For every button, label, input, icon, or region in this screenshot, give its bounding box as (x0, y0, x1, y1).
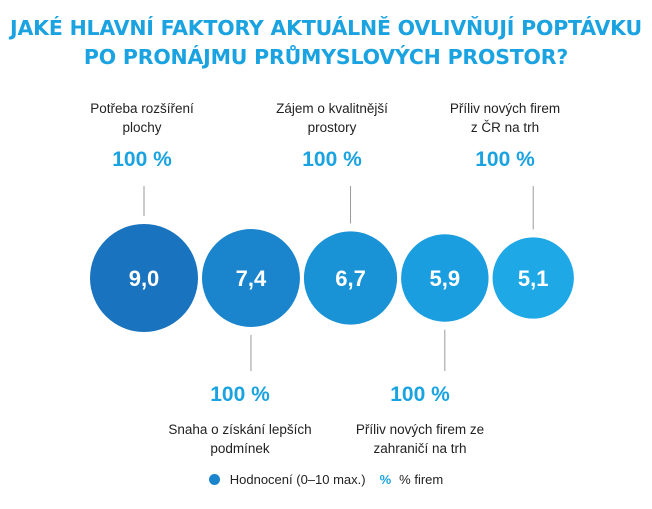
factor-percent-2: 100 % (210, 383, 270, 406)
bubble-value-2: 7,4 (236, 266, 267, 291)
factor-label-5: Příliv nových firem z ČR na trh (449, 101, 561, 135)
factor-label-4: Příliv nových firem ze zahraničí na trh (355, 422, 485, 456)
bubble-1 (90, 224, 198, 332)
factor-percent-1: 100 % (112, 148, 172, 171)
bubble-value-5: 5,1 (518, 266, 549, 291)
legend-rating-label: Hodnocení (0–10 max.) (229, 472, 366, 487)
bubble-value-4: 5,9 (430, 266, 461, 291)
factor-label-1: Potřeba rozšíření plochy (90, 101, 194, 135)
bubble-2 (202, 229, 300, 327)
bubble-value-1: 9,0 (129, 266, 160, 291)
chart-title: JAKÉ HLAVNÍ FAKTORY AKTUÁLNĚ OVLIVŇUJÍ P… (0, 14, 652, 72)
chart-title-line-2: PO PRONÁJMU PRŮMYSLOVÝCH PROSTOR? (83, 45, 569, 69)
factor-percent-5: 100 % (475, 148, 535, 171)
bubble-3 (303, 231, 398, 325)
legend-percent-label: % firem (399, 472, 444, 487)
factor-percent-3: 100 % (302, 148, 362, 171)
factor-percent-4: 100 % (390, 383, 450, 406)
legend: Hodnocení (0–10 max.) % % firem (0, 472, 652, 487)
factor-label-3: Zájem o kvalitnější prostory (276, 101, 388, 135)
bubble-4 (401, 234, 489, 322)
chart-title-line-1: JAKÉ HLAVNÍ FAKTORY AKTUÁLNĚ OVLIVŇUJÍ P… (10, 16, 642, 40)
legend-rating-dot-icon (208, 474, 220, 485)
legend-percent-symbol: % (379, 472, 392, 487)
bubble-5 (492, 237, 574, 319)
bubble-value-3: 6,7 (335, 266, 366, 291)
factor-label-2: Snaha o získání lepších podmínek (168, 422, 312, 456)
